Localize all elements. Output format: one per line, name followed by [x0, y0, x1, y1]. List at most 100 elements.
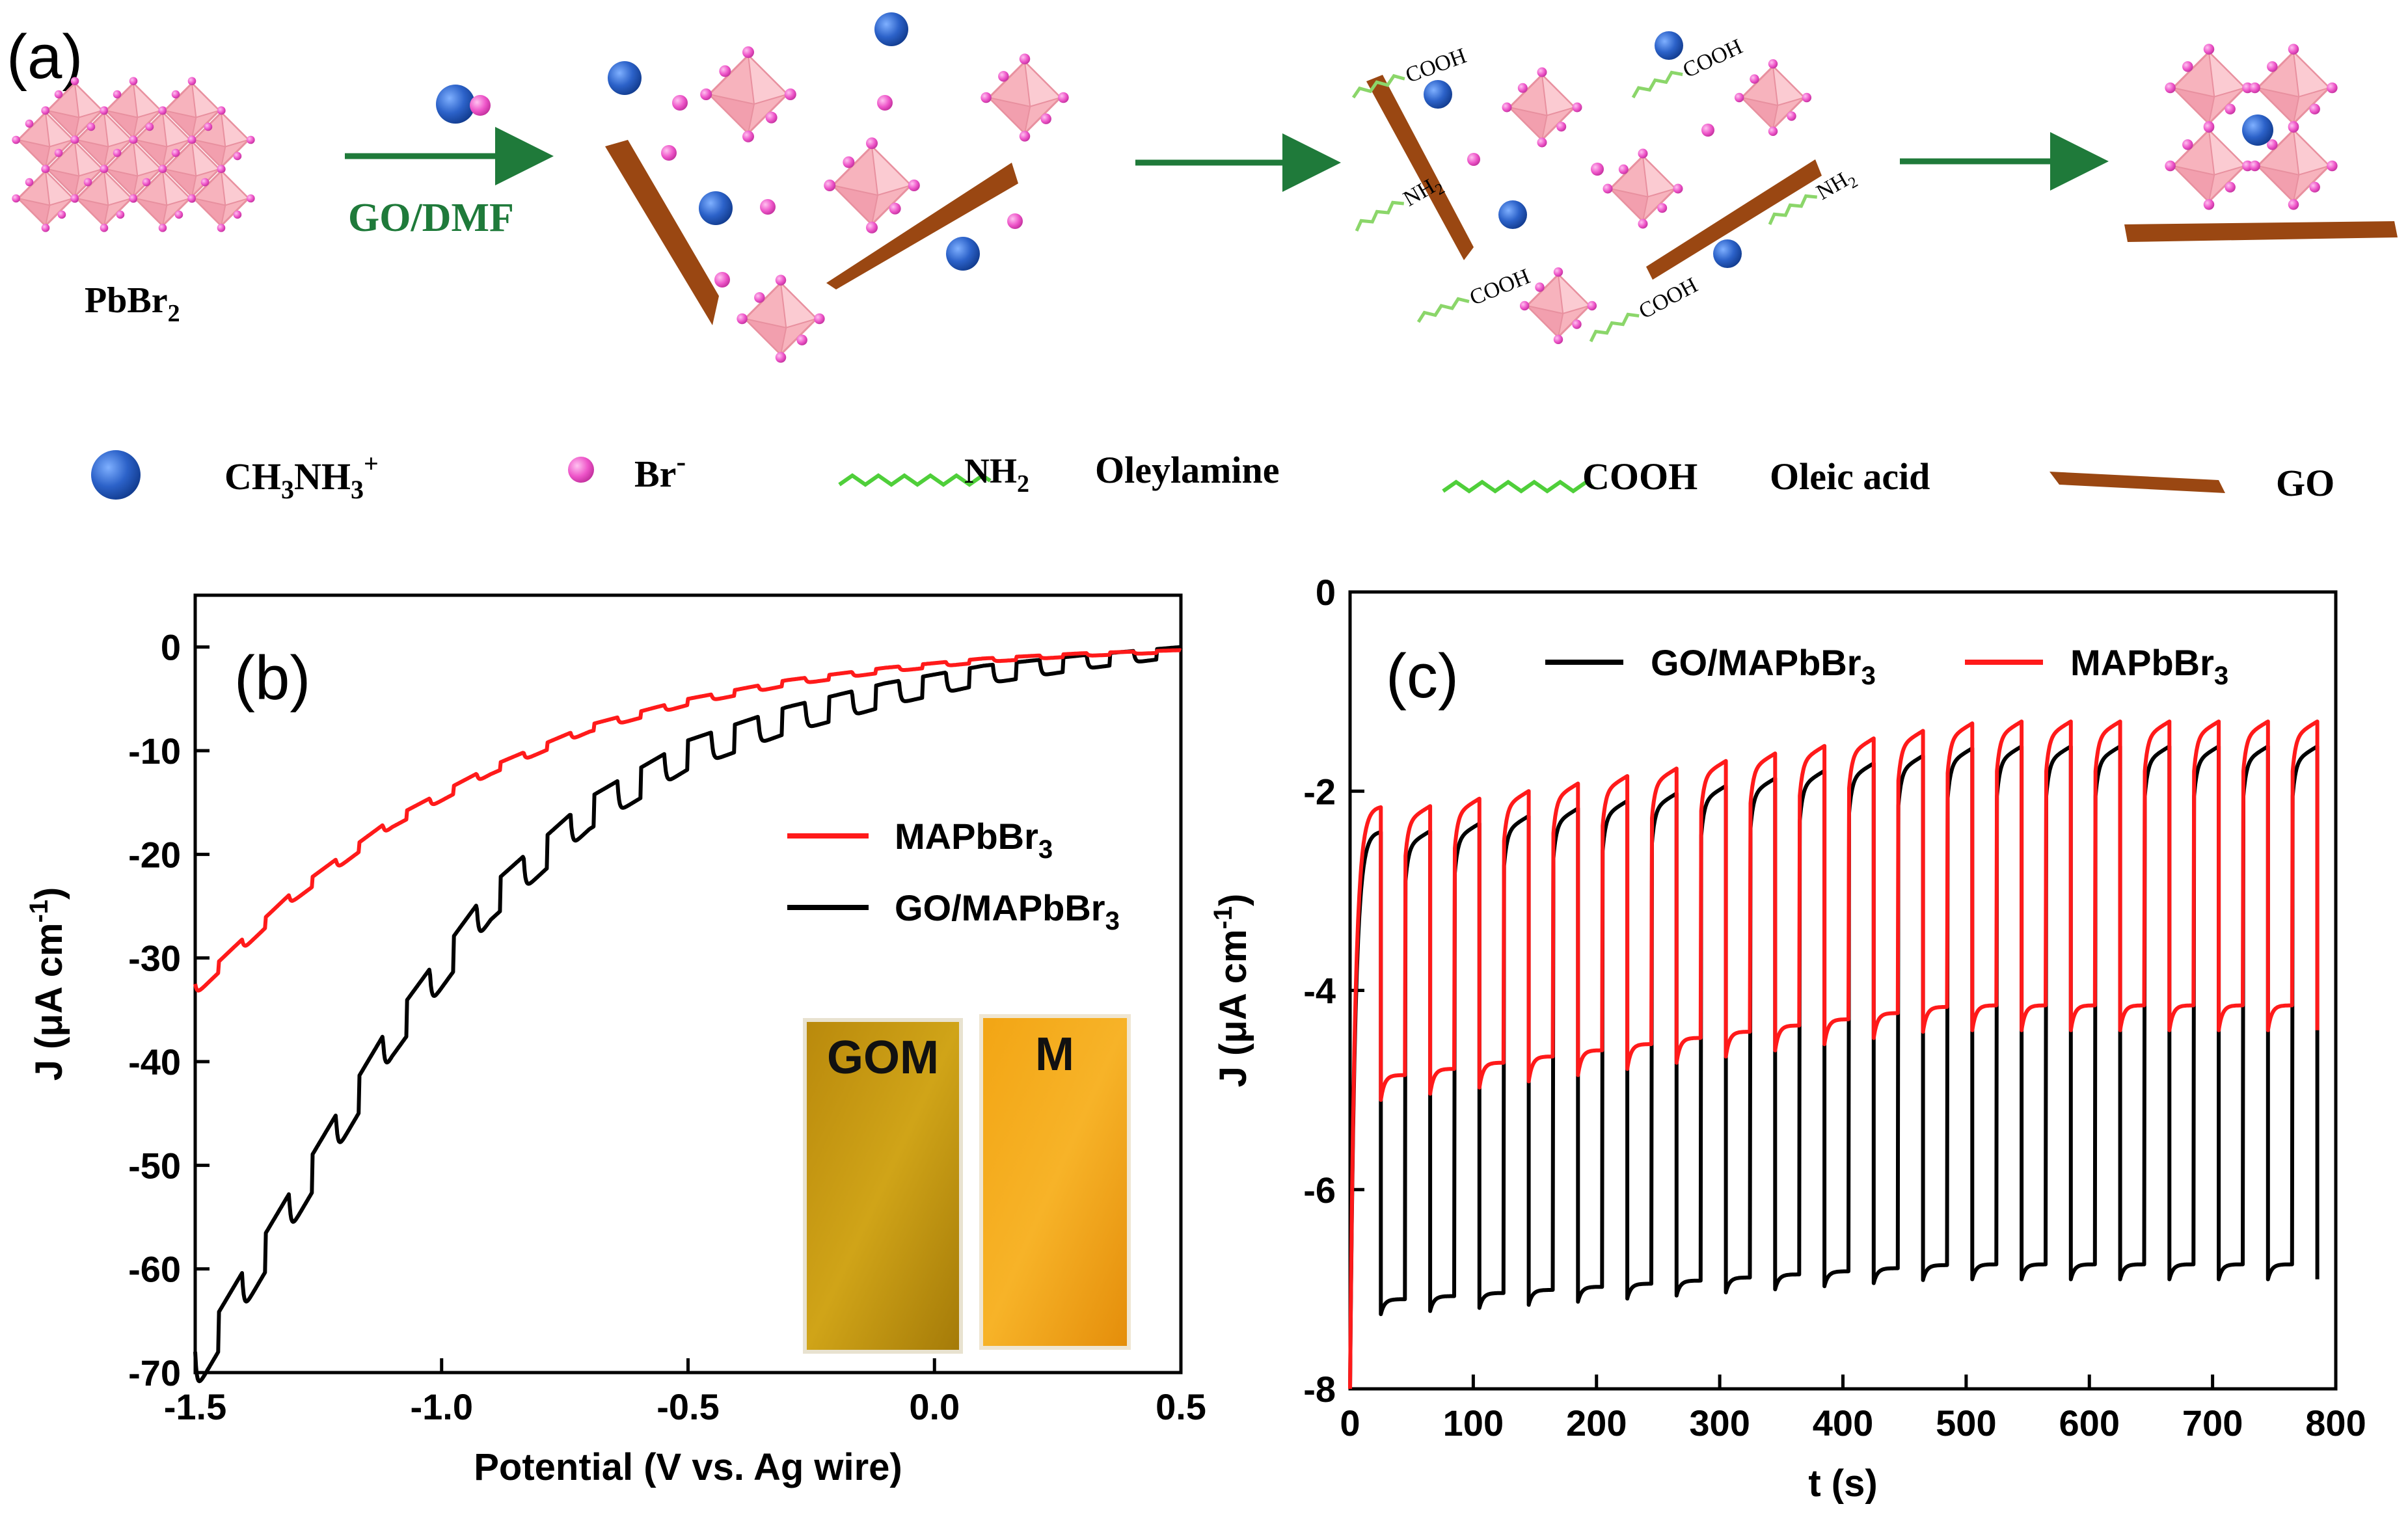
br-ion — [2249, 160, 2260, 172]
br-ion — [661, 145, 677, 161]
x-tick-label: -0.5 — [656, 1386, 720, 1427]
x-tick-label: 200 — [1566, 1402, 1627, 1443]
br-ion — [2267, 139, 2278, 150]
composite-octahedron — [2249, 44, 2338, 132]
octahedron-face-light — [747, 53, 789, 105]
br-ion — [908, 180, 920, 191]
y-tick-label: -70 — [128, 1352, 181, 1393]
br-ion — [2225, 103, 2236, 114]
x-tick-label: 100 — [1443, 1402, 1504, 1443]
panel-c-curves — [1348, 719, 2320, 1389]
br-ion — [824, 180, 836, 191]
panel-b-legend: MAPbBr3 GO/MAPbBr3 — [787, 816, 1120, 935]
br-ion — [2165, 82, 2176, 94]
octahedron-face-dark — [986, 96, 1031, 135]
octahedron-face-dark — [191, 197, 226, 228]
br-ion — [57, 210, 66, 219]
octahedron-face-light — [44, 111, 74, 148]
octahedron-2 — [1603, 148, 1683, 229]
octahedron-face-light — [161, 111, 191, 148]
br-ion — [100, 106, 108, 115]
br-ion — [784, 88, 796, 100]
octahedron-3 — [1519, 267, 1597, 345]
br-ion — [1657, 203, 1668, 213]
octahedron-face-light — [1023, 60, 1062, 108]
br-ion — [129, 77, 138, 85]
x-tick-label: 0 — [1340, 1402, 1360, 1443]
panel-c-legend: GO/MAPbBr3 MAPbBr3 — [1545, 642, 2228, 690]
br-ion — [1587, 301, 1597, 311]
br-ion — [2182, 139, 2193, 150]
octahedron-face-dark — [2255, 165, 2300, 204]
octahedron-face-light — [132, 140, 162, 177]
y-tick-label: -6 — [1303, 1170, 1336, 1211]
legend-br-text: Br — [634, 453, 676, 495]
br-ion — [981, 92, 992, 103]
legend-go-mapbbr3-label: GO/MAPbBr3 — [895, 887, 1120, 935]
octahedron-face-light — [161, 169, 191, 206]
octahedron-face-light — [2208, 50, 2246, 98]
ligand-chain — [1355, 200, 1404, 232]
gom-label: GOM — [827, 1032, 939, 1084]
ligand-chain — [1589, 312, 1640, 343]
octahedron-face-dark — [2255, 87, 2300, 126]
br-ion — [2225, 181, 2236, 193]
br-ion — [41, 165, 50, 173]
go-sheet-base — [2124, 221, 2398, 242]
precursor-mixture — [605, 12, 1069, 363]
octahedron-face-dark — [103, 109, 139, 140]
legend-cation-sub1: 3 — [281, 475, 294, 504]
legend-br-label: Br- — [634, 446, 686, 495]
br-ion — [1556, 122, 1567, 132]
br-ion — [70, 135, 79, 144]
br-ion — [1750, 74, 1759, 84]
panel-a-label: (a) — [7, 22, 83, 92]
br-ion — [2165, 160, 2176, 172]
br-ion — [1638, 148, 1648, 159]
legend-c-go-mapbbr3-sub: 3 — [1861, 662, 1876, 690]
legend-cation-sub2: 3 — [351, 475, 364, 504]
br-ion — [25, 178, 34, 187]
br-ion — [1467, 153, 1480, 166]
br-ion — [129, 194, 137, 203]
br-ion — [83, 178, 92, 187]
legend-nh2-text: NH — [964, 451, 1017, 490]
br-ion — [41, 224, 50, 232]
series-line-mapbbr — [1348, 719, 2320, 1389]
br-ion — [171, 148, 180, 157]
cation-sphere — [699, 191, 733, 225]
br-ion — [775, 352, 787, 363]
y-axis-label-sup: -1 — [1209, 906, 1238, 930]
legend-br-icon — [568, 457, 594, 483]
br-ion — [1768, 59, 1778, 69]
octahedron-3 — [737, 275, 825, 363]
series-line-go-mapbbr — [193, 645, 1183, 1384]
br-ion — [796, 334, 807, 345]
octahedron-face-dark — [16, 139, 51, 169]
br-ion — [233, 152, 242, 161]
legend-cation-sup: + — [364, 449, 379, 478]
octahedron-face-light — [779, 281, 818, 329]
br-ion — [1768, 126, 1778, 137]
schematic-legend: CH3NH3+ Br- NH2 Oleylamine COOH Oleic ac… — [91, 446, 2334, 504]
ligand-chain — [1768, 194, 1817, 226]
br-ion — [25, 119, 34, 128]
composite-octahedron — [2249, 122, 2338, 210]
br-ion — [247, 194, 255, 203]
br-ion — [742, 130, 754, 142]
br-ion — [737, 313, 748, 325]
br-ion — [866, 221, 878, 234]
br-ion — [233, 210, 242, 219]
y-tick-label: 0 — [161, 627, 181, 668]
br-ion — [877, 95, 893, 111]
octahedron-face-light — [103, 111, 133, 148]
br-ion — [2309, 181, 2320, 193]
legend-nh2-label: NH2 — [964, 451, 1029, 498]
gom-film-photo — [803, 1018, 963, 1354]
br-ion — [719, 65, 731, 77]
octahedron-face-dark — [103, 168, 139, 198]
br-ion — [1019, 53, 1031, 64]
go-sheet-left — [1366, 75, 1474, 260]
